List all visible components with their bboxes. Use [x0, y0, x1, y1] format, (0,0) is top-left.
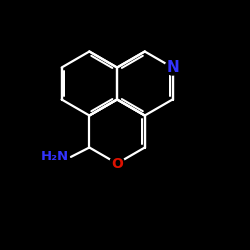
Text: O: O — [111, 156, 123, 170]
Text: N: N — [166, 60, 179, 75]
Circle shape — [165, 60, 180, 75]
Text: H₂N: H₂N — [41, 150, 69, 164]
Circle shape — [110, 156, 124, 171]
